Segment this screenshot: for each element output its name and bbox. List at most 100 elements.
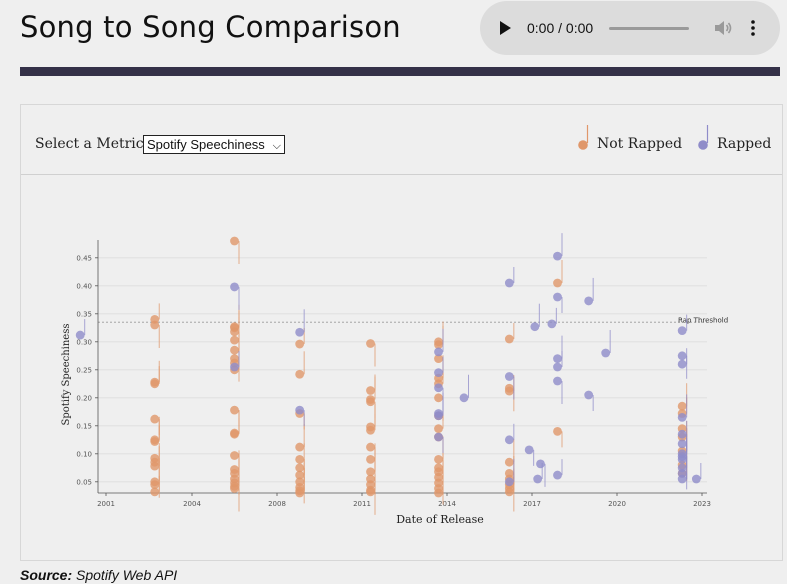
data-point-not-rapped — [553, 278, 562, 288]
data-point-rapped — [553, 362, 562, 372]
audio-player[interactable]: 0:00 / 0:00 — [480, 1, 780, 55]
data-point-not-rapped — [150, 437, 160, 446]
legend-item-not-rapped: Not Rapped — [577, 125, 687, 155]
page-title: Song to Song Comparison — [20, 10, 401, 44]
y-tick-label: 0.30 — [76, 338, 92, 346]
source-note: Source: Spotify Web API — [20, 567, 177, 583]
data-point-rapped — [434, 411, 443, 421]
metric-select[interactable]: Spotify Speechiness ⌵ — [143, 135, 285, 154]
source-text: Spotify Web API — [76, 567, 178, 583]
data-point-rapped — [504, 278, 514, 288]
y-ticks: 0.05 0.10 0.15 0.20 0.25 0.30 0.35 0.40 0.45 — [76, 254, 98, 486]
data-point-rapped — [434, 347, 443, 357]
data-point-rapped — [230, 362, 239, 372]
y-axis-label: Spotify Speechiness — [61, 324, 72, 426]
data-point-rapped — [584, 296, 594, 306]
x-tick-label: 2004 — [183, 500, 201, 508]
data-point-rapped — [230, 282, 239, 292]
data-point-rapped — [677, 413, 687, 422]
data-point-rapped — [536, 459, 545, 469]
audio-time: 0:00 / 0:00 — [527, 20, 594, 36]
y-tick-label: 0.25 — [76, 366, 92, 374]
data-point-rapped — [530, 322, 540, 332]
data-point-rapped — [504, 477, 514, 487]
x-tick-label: 2014 — [438, 500, 456, 508]
legend-label: Rapped — [717, 136, 772, 152]
data-point-rapped — [553, 292, 562, 302]
x-ticks: 2001 2004 2008 2011 2014 2017 2020 2023 — [97, 493, 711, 508]
data-point-not-rapped — [553, 427, 562, 436]
chart-controls: Select a Metric Spotify Speechiness ⌵ No… — [21, 105, 782, 175]
legend-note-icon-rapped — [698, 125, 709, 150]
metric-label: Select a Metric — [35, 136, 144, 152]
x-tick-label: 2001 — [97, 500, 115, 508]
data-point-not-rapped — [295, 488, 305, 498]
data-point-not-rapped — [295, 442, 305, 452]
data-point-rapped — [677, 326, 687, 335]
x-tick-label: 2020 — [608, 500, 626, 508]
data-point-not-rapped — [366, 339, 375, 348]
data-point-not-rapped — [230, 345, 239, 355]
y-tick-label: 0.40 — [76, 282, 92, 290]
data-point-rapped — [553, 354, 562, 363]
data-point-rapped — [524, 445, 534, 455]
data-point-not-rapped — [366, 397, 375, 407]
data-point-not-rapped — [150, 379, 160, 389]
chevron-down-icon: ⌵ — [272, 140, 281, 152]
x-tick-label: 2008 — [268, 500, 286, 508]
more-vertical-icon[interactable] — [751, 20, 755, 36]
data-point-not-rapped — [434, 455, 443, 464]
data-point-not-rapped — [230, 335, 239, 345]
data-point-not-rapped — [366, 455, 375, 464]
data-point-not-rapped — [230, 236, 239, 246]
data-point-not-rapped — [295, 455, 305, 464]
volume-icon[interactable] — [713, 18, 733, 38]
y-tick-label: 0.20 — [76, 394, 92, 402]
data-point-not-rapped — [434, 354, 443, 363]
data-point-not-rapped — [150, 480, 160, 489]
data-point-not-rapped — [504, 334, 514, 344]
data-point-rapped — [553, 376, 562, 386]
data-point-not-rapped — [150, 320, 160, 330]
data-point-not-rapped — [230, 405, 239, 415]
rap-threshold-label: Rap Threshold — [678, 317, 728, 325]
x-tick-label: 2023 — [693, 500, 711, 508]
data-point-rapped — [677, 359, 687, 369]
y-tick-label: 0.35 — [76, 310, 92, 318]
data-point-not-rapped — [366, 425, 375, 435]
data-point-not-rapped — [295, 339, 305, 349]
data-point-rapped — [677, 455, 687, 464]
data-point-rapped — [601, 348, 611, 358]
data-point-not-rapped — [366, 386, 375, 395]
legend-item-rapped: Rapped — [697, 125, 787, 155]
source-label: Source: — [20, 567, 73, 583]
chart-marks — [75, 233, 702, 515]
data-point-rapped — [677, 351, 687, 361]
data-point-not-rapped — [295, 463, 305, 473]
data-point-rapped — [459, 393, 469, 403]
data-point-not-rapped — [366, 467, 375, 477]
data-point-rapped — [75, 330, 85, 340]
speechiness-scatter-chart: Rap Threshold 0.050.100.150.200.250.300.… — [61, 233, 728, 526]
data-point-rapped — [691, 474, 701, 484]
chart-panel: Select a Metric Spotify Speechiness ⌵ No… — [20, 104, 783, 561]
data-point-rapped — [584, 390, 594, 400]
data-point-not-rapped — [366, 487, 375, 497]
data-point-not-rapped — [230, 327, 239, 337]
data-point-rapped — [434, 368, 443, 377]
data-point-rapped — [434, 383, 443, 393]
data-point-rapped — [553, 251, 562, 261]
data-point-not-rapped — [504, 487, 514, 497]
data-point-not-rapped — [504, 386, 514, 396]
chart-grid — [98, 257, 707, 483]
data-point-not-rapped — [295, 369, 305, 379]
legend-label: Not Rapped — [597, 136, 683, 152]
data-point-rapped — [677, 474, 687, 484]
audio-progress-track[interactable] — [609, 27, 689, 30]
data-point-rapped — [547, 319, 557, 329]
data-point-not-rapped — [150, 461, 160, 471]
x-tick-label: 2017 — [523, 500, 541, 508]
data-point-rapped — [677, 439, 687, 449]
data-point-not-rapped — [230, 484, 239, 493]
play-icon[interactable] — [500, 21, 511, 35]
